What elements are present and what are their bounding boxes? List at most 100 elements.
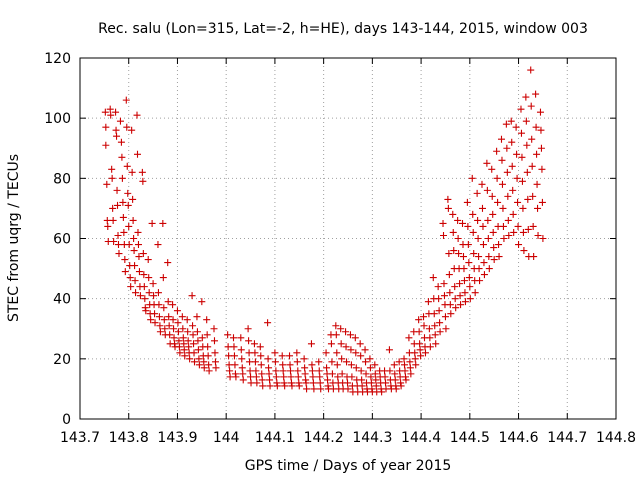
data-point [459, 253, 467, 261]
data-point [308, 367, 316, 375]
data-point [327, 340, 335, 348]
x-tick-label: 143.7 [60, 430, 100, 446]
y-tick-label: 120 [44, 51, 71, 67]
data-point [280, 373, 288, 381]
data-point [463, 198, 471, 206]
data-point [362, 370, 370, 378]
data-point [191, 358, 199, 366]
data-point [189, 331, 197, 339]
data-point [315, 358, 323, 366]
data-point [483, 186, 491, 194]
data-point [480, 259, 488, 267]
data-point [485, 253, 493, 261]
data-point [480, 271, 488, 279]
data-point [115, 250, 123, 258]
data-point [279, 361, 287, 369]
data-point [180, 346, 188, 354]
data-point [514, 222, 522, 230]
data-point [229, 334, 237, 342]
data-point [195, 361, 203, 369]
data-point [288, 382, 296, 390]
data-point [537, 126, 545, 134]
data-point [266, 376, 274, 384]
data-point [271, 349, 279, 357]
data-point [257, 352, 265, 360]
data-point [184, 337, 192, 345]
data-point [366, 355, 374, 363]
data-point [513, 150, 521, 158]
data-point [281, 382, 289, 390]
data-point [256, 343, 264, 351]
data-point [151, 310, 159, 318]
data-point [205, 361, 213, 369]
data-point [412, 361, 420, 369]
data-point [148, 219, 156, 227]
data-point [455, 250, 463, 258]
data-point [114, 231, 122, 239]
data-point [112, 126, 120, 134]
data-point [253, 379, 261, 387]
data-point [431, 322, 439, 330]
data-point [128, 168, 136, 176]
data-point [238, 355, 246, 363]
data-point [406, 364, 414, 372]
data-point [449, 210, 457, 218]
data-point [179, 334, 187, 342]
data-point [258, 376, 266, 384]
data-point [156, 328, 164, 336]
data-point [203, 331, 211, 339]
data-point [266, 382, 274, 390]
data-point [183, 316, 191, 324]
data-point [461, 298, 469, 306]
data-point [529, 222, 537, 230]
data-point [110, 238, 118, 246]
data-point [238, 364, 246, 372]
data-point [342, 343, 350, 351]
data-point [125, 241, 133, 249]
data-point [230, 343, 238, 351]
data-point [425, 325, 433, 333]
data-point [194, 346, 202, 354]
data-point [509, 210, 517, 218]
data-point [391, 370, 399, 378]
data-point [252, 373, 260, 381]
data-point [405, 334, 413, 342]
data-point [436, 319, 444, 327]
data-point [358, 382, 366, 390]
data-point [328, 358, 336, 366]
x-tick-label: 143.8 [109, 430, 149, 446]
data-point [498, 180, 506, 188]
data-point [106, 105, 114, 113]
data-point [367, 379, 375, 387]
data-point [411, 349, 419, 357]
data-point [179, 325, 187, 333]
data-point [147, 316, 155, 324]
data-point [502, 120, 510, 128]
data-point [116, 117, 124, 125]
data-point [461, 289, 469, 297]
data-point [322, 349, 330, 357]
data-point [301, 370, 309, 378]
data-point [499, 222, 507, 230]
data-point [442, 325, 450, 333]
data-point [485, 265, 493, 273]
data-point [338, 370, 346, 378]
data-point [489, 210, 497, 218]
data-point [537, 144, 545, 152]
data-point [120, 228, 128, 236]
data-point [532, 123, 540, 131]
data-point [323, 364, 331, 372]
data-point [337, 340, 345, 348]
data-point [476, 277, 484, 285]
data-point [134, 228, 142, 236]
data-point [271, 358, 279, 366]
data-point [113, 186, 121, 194]
data-point [286, 352, 294, 360]
data-point [225, 352, 233, 360]
data-point [309, 373, 317, 381]
data-point [122, 96, 130, 104]
data-point [108, 165, 116, 173]
data-point [440, 292, 448, 300]
data-point [121, 256, 129, 264]
data-point [415, 316, 423, 324]
